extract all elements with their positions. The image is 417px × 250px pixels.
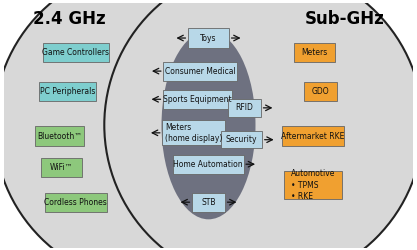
Text: GDO: GDO [312, 88, 330, 96]
FancyBboxPatch shape [188, 28, 229, 48]
FancyBboxPatch shape [294, 43, 335, 62]
Text: Consumer Medical: Consumer Medical [165, 66, 236, 76]
Text: Sports Equipment: Sports Equipment [163, 95, 232, 104]
Text: Cordless Phones: Cordless Phones [44, 198, 107, 207]
Text: Automotive
• TPMS
• RKE: Automotive • TPMS • RKE [291, 170, 335, 200]
FancyBboxPatch shape [304, 82, 337, 102]
FancyBboxPatch shape [221, 131, 262, 148]
Text: Aftermarket RKE: Aftermarket RKE [281, 132, 344, 140]
FancyBboxPatch shape [41, 158, 82, 178]
FancyBboxPatch shape [35, 126, 84, 146]
Text: Toys: Toys [200, 34, 217, 42]
FancyBboxPatch shape [163, 90, 232, 109]
Text: RFID: RFID [236, 103, 254, 112]
Text: Security: Security [226, 135, 257, 144]
Text: Game Controllers: Game Controllers [42, 48, 109, 57]
Text: PC Peripherals: PC Peripherals [40, 88, 95, 96]
FancyBboxPatch shape [282, 126, 344, 146]
Text: WiFi™: WiFi™ [50, 164, 73, 172]
FancyBboxPatch shape [284, 171, 342, 199]
Text: Meters
(home display): Meters (home display) [165, 123, 223, 143]
Text: STB: STB [201, 198, 216, 207]
Text: Bluetooth™: Bluetooth™ [37, 132, 82, 140]
FancyBboxPatch shape [39, 82, 96, 102]
FancyBboxPatch shape [173, 155, 244, 174]
FancyBboxPatch shape [43, 43, 108, 62]
FancyBboxPatch shape [162, 120, 225, 145]
Ellipse shape [161, 31, 256, 219]
Text: Sub-GHz: Sub-GHz [304, 10, 384, 28]
Ellipse shape [104, 0, 417, 250]
Text: Meters: Meters [301, 48, 328, 57]
FancyBboxPatch shape [163, 62, 237, 81]
Text: 2.4 GHz: 2.4 GHz [33, 10, 106, 28]
Ellipse shape [0, 0, 313, 250]
Text: Home Automation: Home Automation [173, 160, 243, 169]
FancyBboxPatch shape [192, 192, 225, 212]
FancyBboxPatch shape [228, 99, 261, 116]
FancyBboxPatch shape [45, 192, 106, 212]
